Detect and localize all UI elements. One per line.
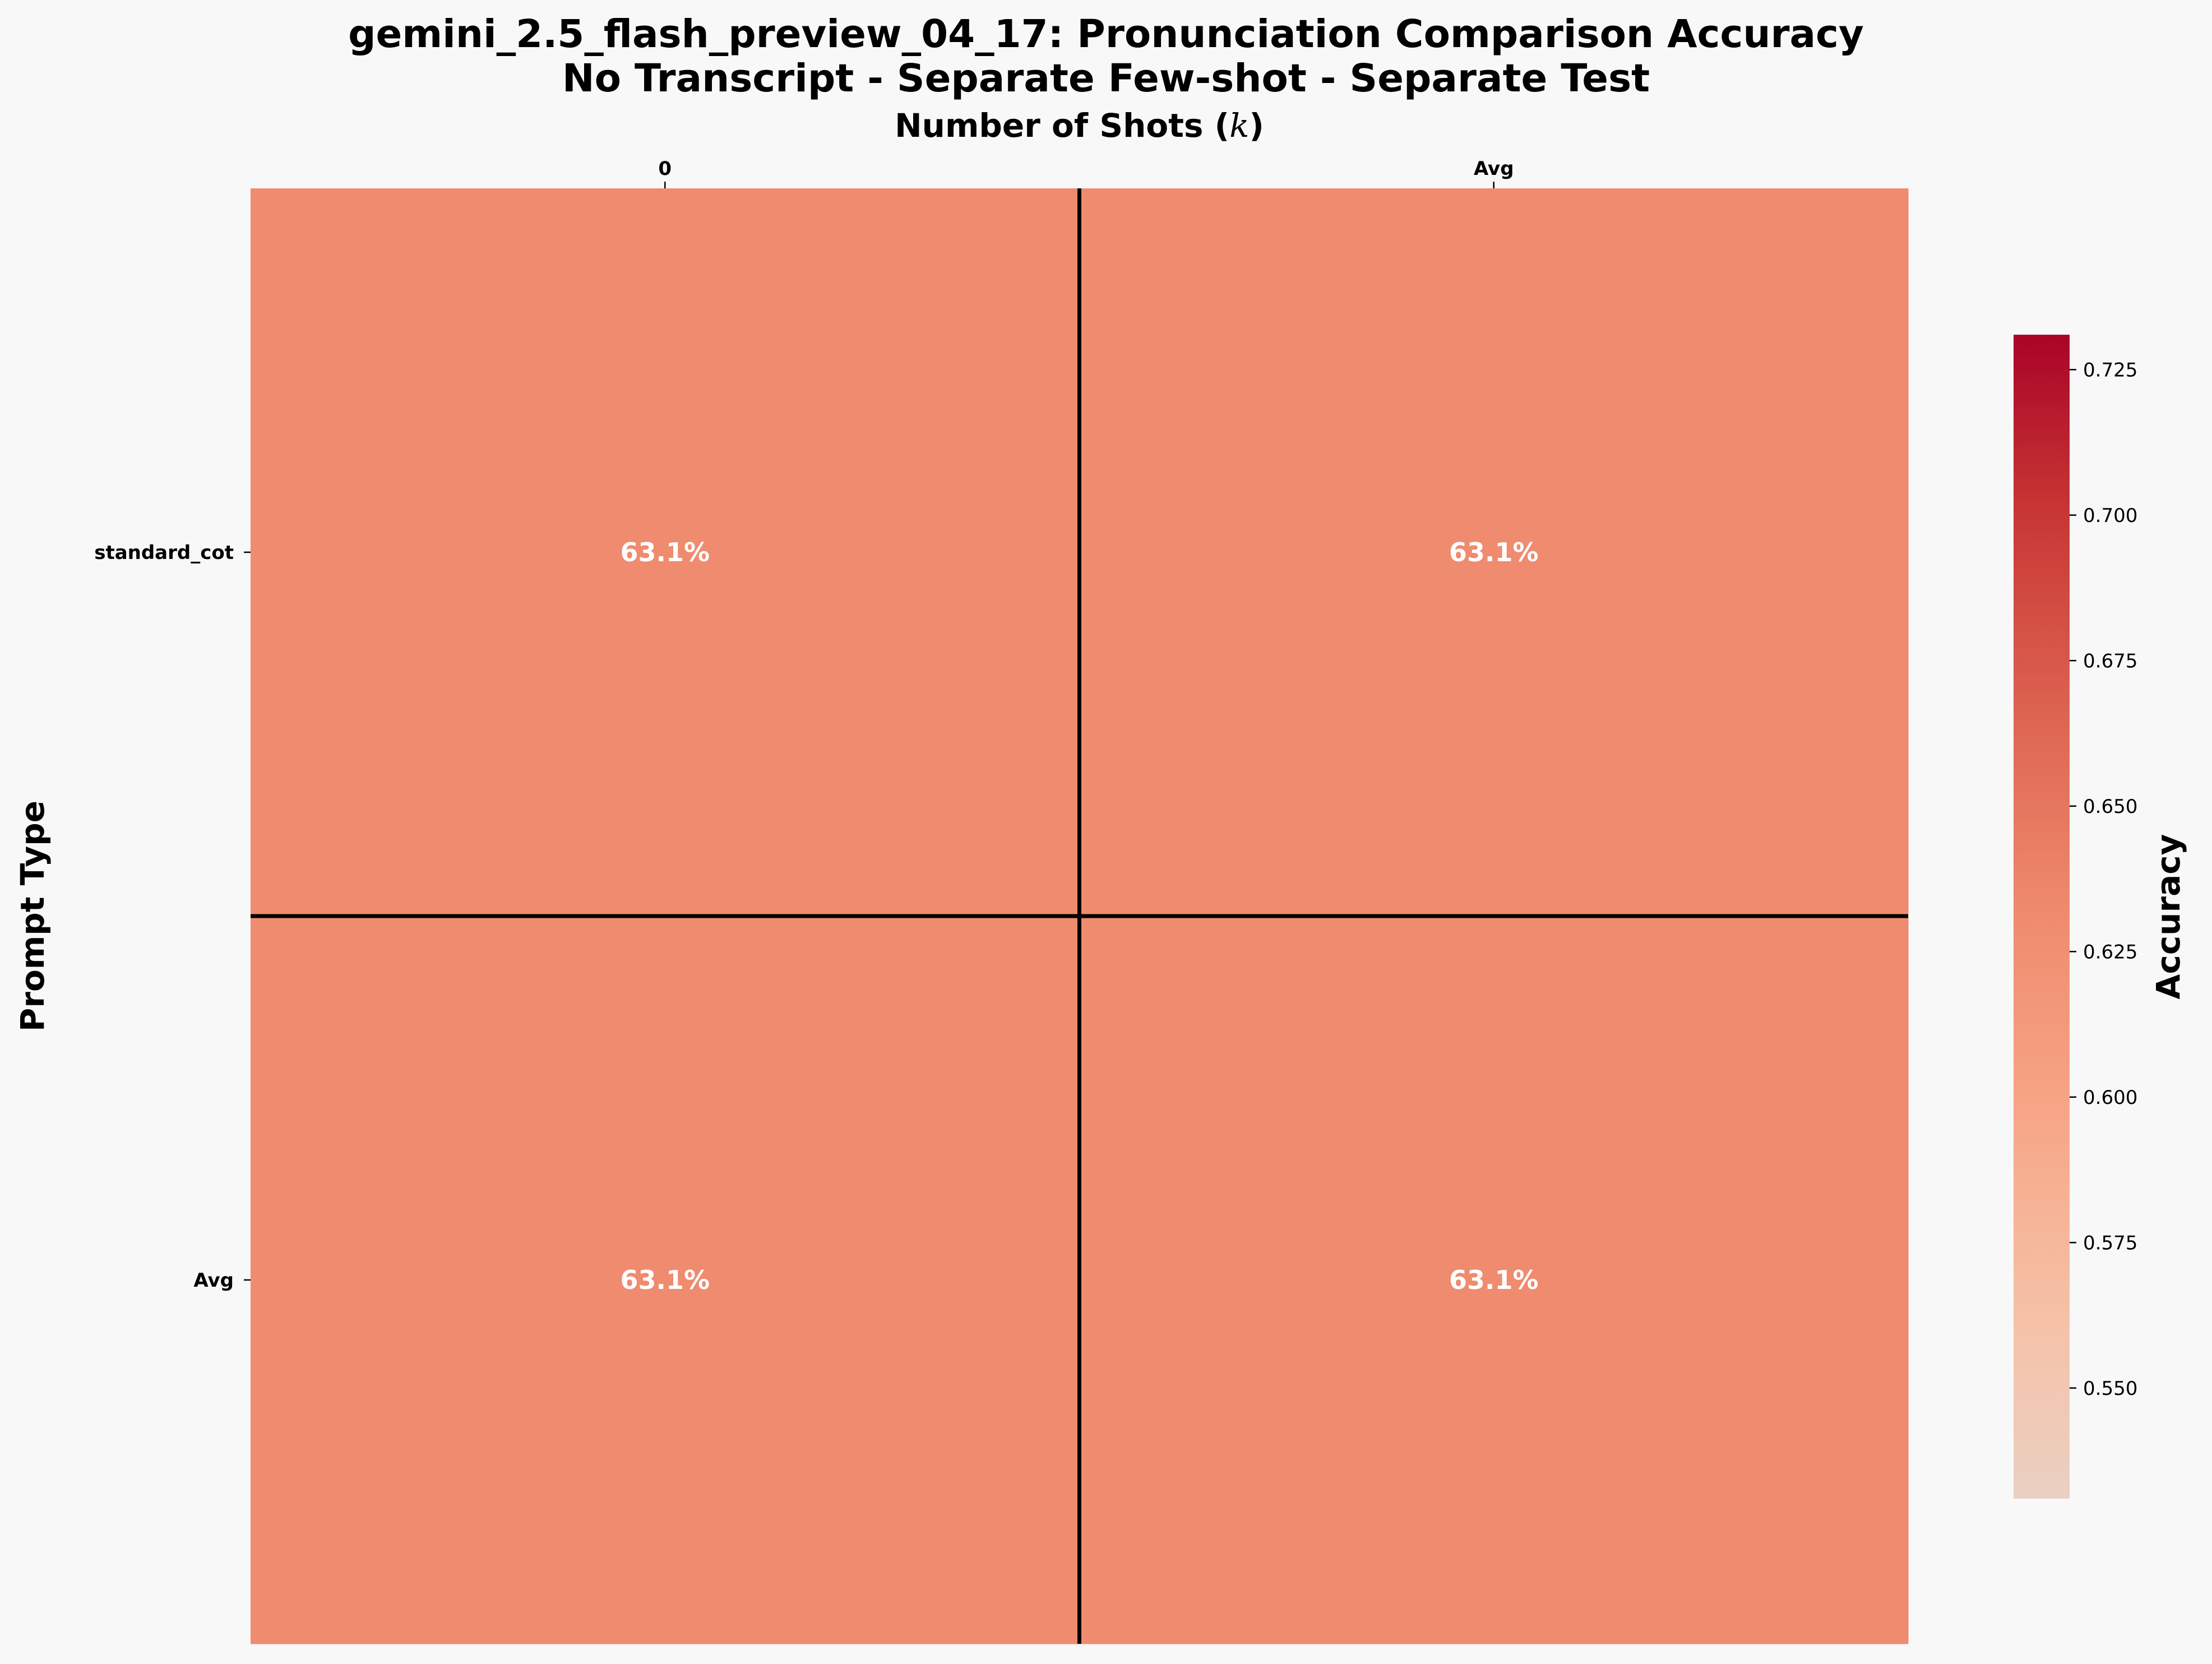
chart-title-line-2: No Transcript - Separate Few-shot - Sepa… — [562, 56, 1650, 101]
colorbar-tick-label: 0.625 — [2083, 941, 2137, 963]
heatmap-cell — [1079, 188, 1909, 917]
colorbar-tick-label: 0.550 — [2083, 1378, 2137, 1400]
colorbar-tick-label: 0.575 — [2083, 1232, 2137, 1254]
x-axis: 0 Avg Number of Shots (k) — [658, 107, 1514, 188]
chart-title-line-1: gemini_2.5_flash_preview_04_17: Pronunci… — [348, 12, 1864, 57]
heatmap-cell — [251, 188, 1080, 917]
cell-value-label: 63.1% — [620, 1265, 710, 1295]
colorbar-tick-label: 0.650 — [2083, 796, 2137, 818]
x-axis-label: Number of Shots (k) — [895, 107, 1264, 145]
heatmap-cell — [251, 916, 1080, 1644]
heatmap-separators — [251, 188, 1908, 1644]
x-tick-label: Avg — [1474, 158, 1514, 180]
colorbar-gradient — [2014, 335, 2070, 1499]
x-tick-label: 0 — [658, 158, 672, 180]
heatmap-cell-labels: 63.1% 63.1% 63.1% 63.1% — [620, 537, 1538, 1295]
heatmap-cell — [1079, 916, 1909, 1644]
cell-value-label: 63.1% — [1449, 537, 1539, 567]
heatmap-cells — [251, 188, 1909, 1644]
y-axis: standard_cot Avg Prompt Type — [13, 542, 251, 1292]
colorbar-label: Accuracy — [2149, 834, 2187, 1000]
y-tick-label: Avg — [193, 1269, 234, 1292]
colorbar-tick-label: 0.600 — [2083, 1087, 2137, 1109]
colorbar-tick-label: 0.700 — [2083, 505, 2137, 527]
cell-value-label: 63.1% — [620, 537, 710, 567]
y-axis-label: Prompt Type — [13, 801, 52, 1032]
y-tick-label: standard_cot — [94, 542, 234, 564]
colorbar: 0.550 0.575 0.600 0.625 0.650 0.675 0.700 0.725… — [2014, 335, 2187, 1499]
colorbar-tick-label: 0.725 — [2083, 359, 2137, 381]
chart-title: gemini_2.5_flash_preview_04_17: Pronunci… — [0, 12, 2212, 101]
cell-value-label: 63.1% — [1449, 1265, 1539, 1295]
colorbar-tick-label: 0.675 — [2083, 650, 2137, 672]
